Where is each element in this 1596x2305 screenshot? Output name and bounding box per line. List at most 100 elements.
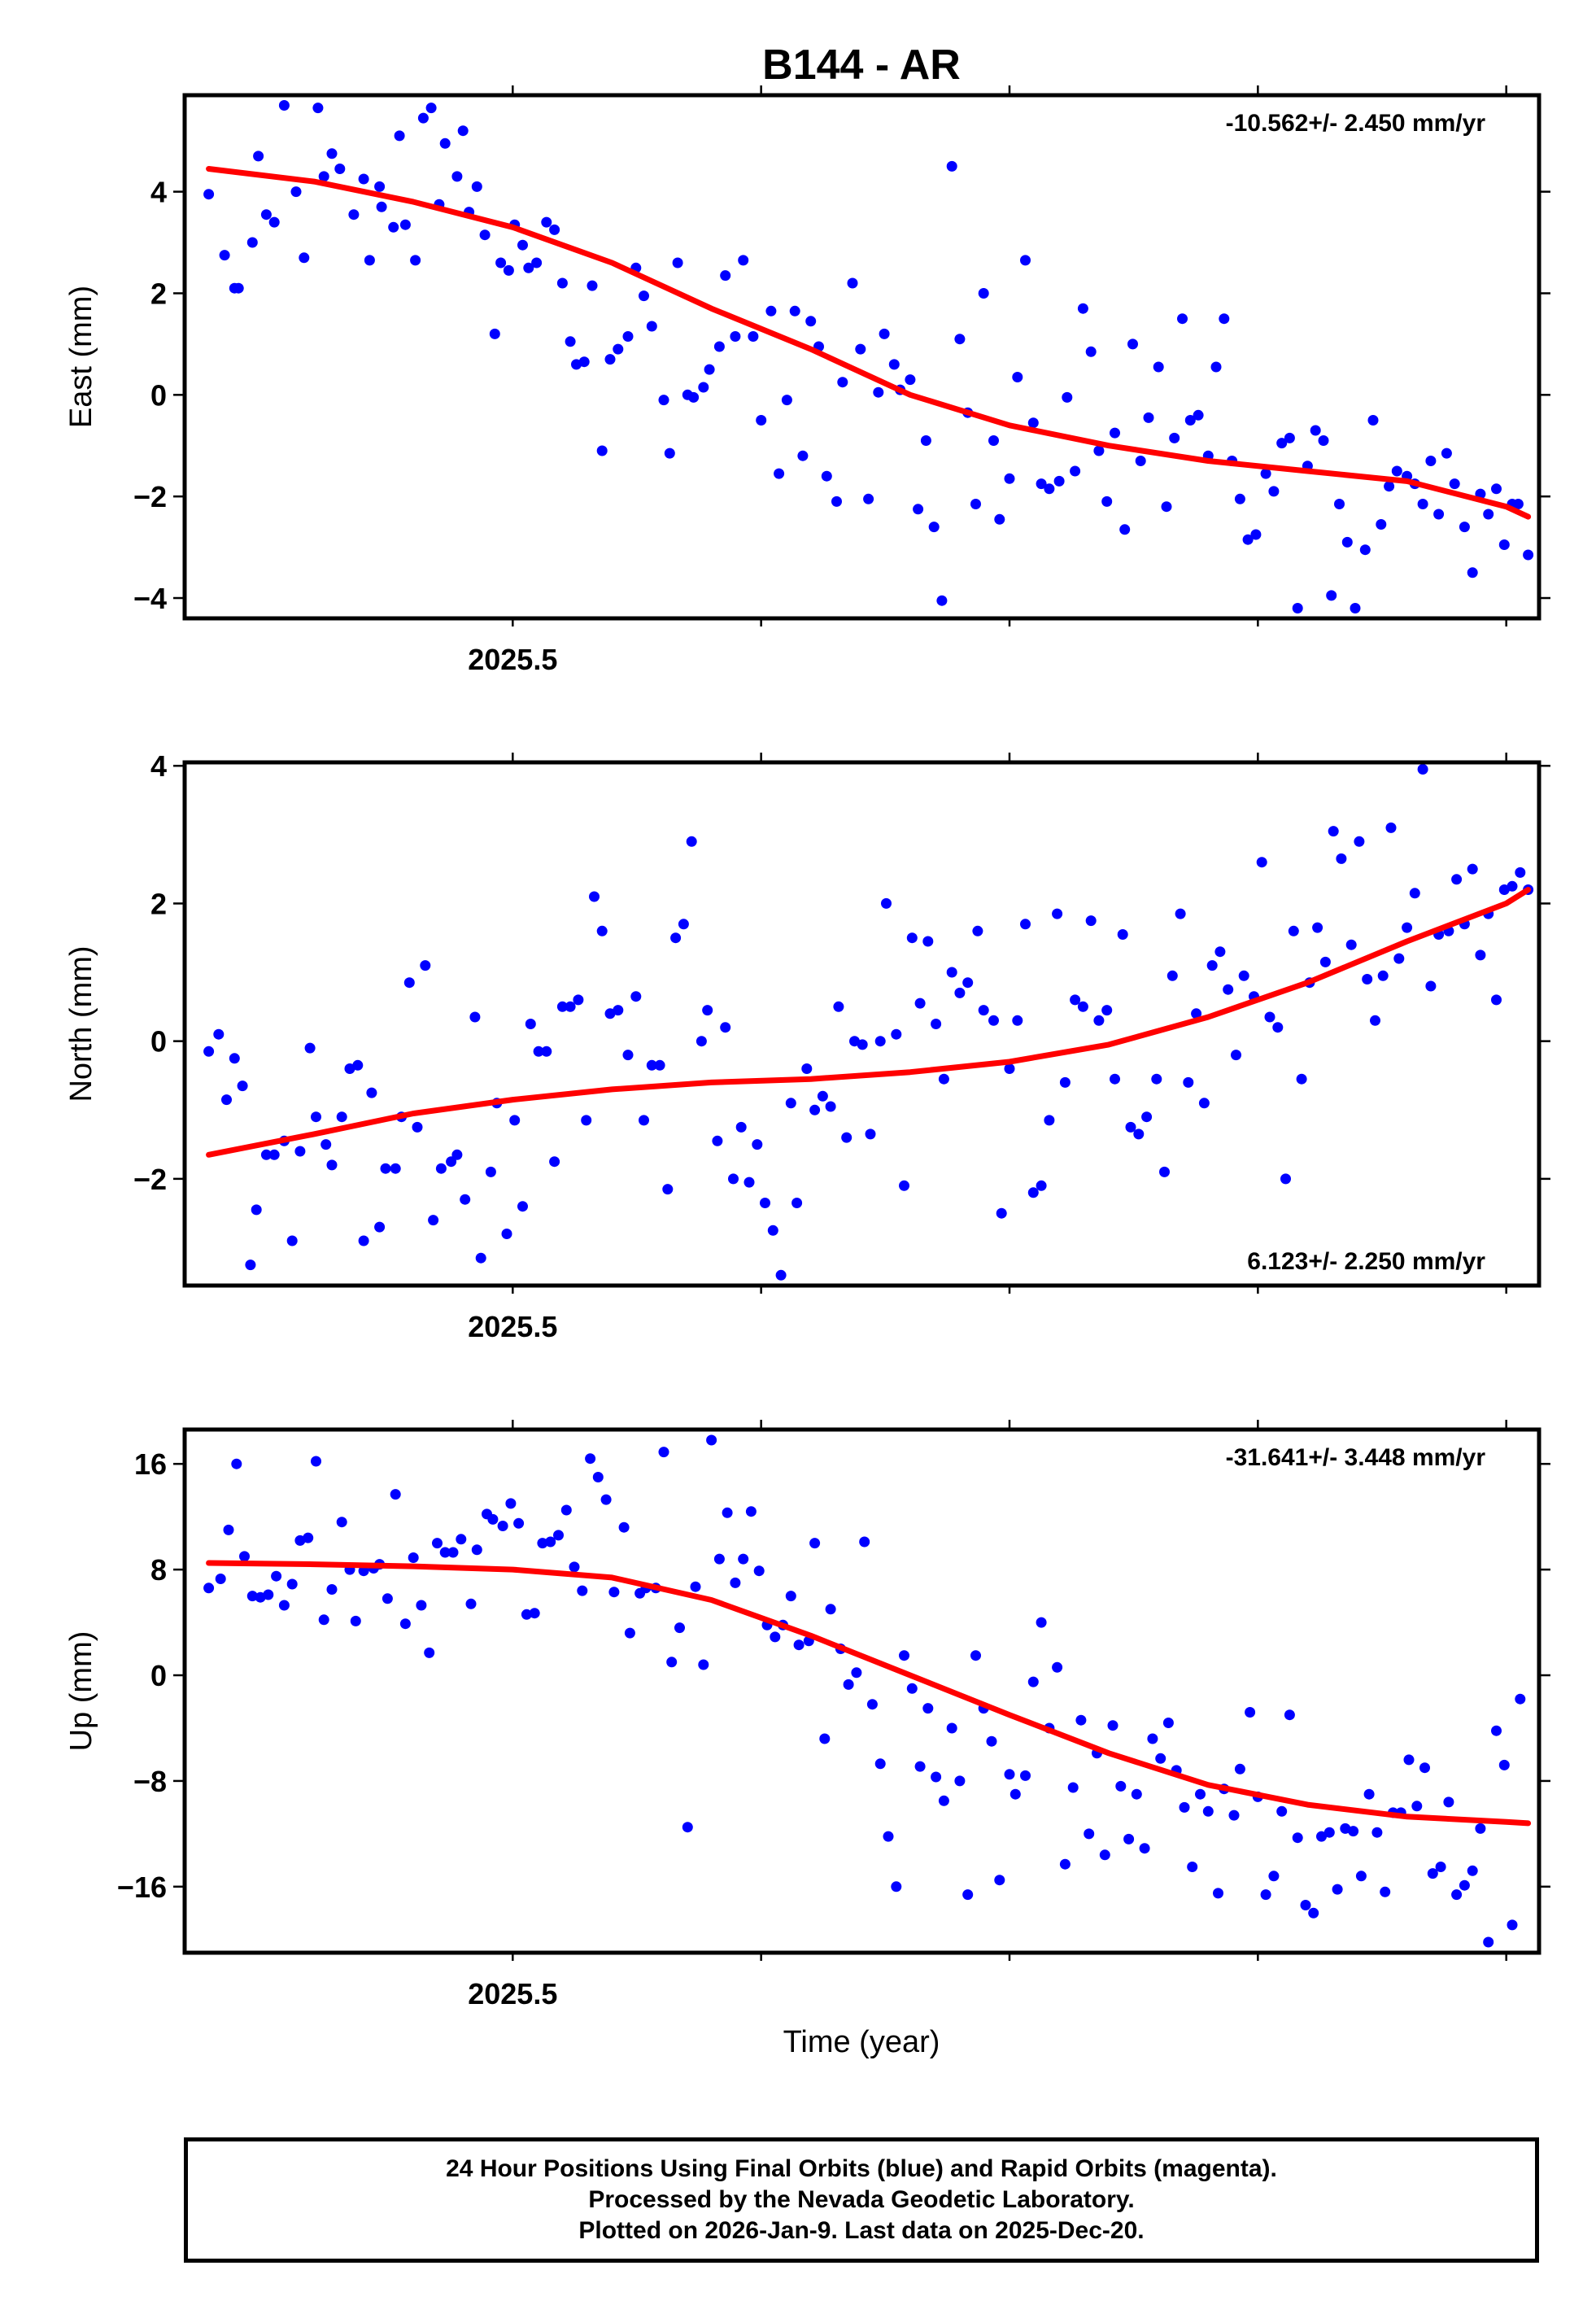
north-data-point <box>791 1198 803 1208</box>
up-data-point <box>785 1591 796 1602</box>
north-data-point <box>352 1059 364 1071</box>
north-data-point <box>1101 1005 1113 1016</box>
up-data-point <box>698 1659 709 1670</box>
east-data-point <box>1391 465 1402 477</box>
up-data-point <box>1332 1884 1343 1895</box>
up-data-point <box>1147 1733 1158 1744</box>
north-data-point <box>294 1146 306 1157</box>
north-data-point <box>1012 1015 1023 1026</box>
north-data-point <box>1451 874 1463 885</box>
north-data-point <box>245 1259 256 1271</box>
north-data-point <box>1393 953 1405 964</box>
up-data-point <box>1067 1782 1079 1793</box>
up-data-point <box>1411 1801 1423 1812</box>
up-data-point <box>1323 1827 1335 1838</box>
east-data-point <box>1020 255 1031 266</box>
north-data-point <box>304 1042 316 1054</box>
east-data-point <box>888 359 900 370</box>
east-data-point <box>646 321 657 332</box>
north-data-point <box>581 1115 592 1126</box>
up-data-point <box>1507 1919 1518 1931</box>
east-data-point <box>698 382 709 393</box>
east-panel: 2025.5 −4 −2 0 2 4 East (mm) -10.562+/- 2.450 m… <box>64 85 1550 676</box>
up-data-point <box>1052 1661 1063 1673</box>
up-data-point <box>793 1639 805 1651</box>
north-data-point <box>589 891 600 902</box>
north-data-point <box>833 1001 844 1012</box>
north-data-point <box>268 1149 280 1160</box>
up-data-point <box>682 1822 693 1833</box>
up-y-tick-label: −16 <box>117 1871 167 1904</box>
east-data-point <box>596 445 608 456</box>
north-data-point <box>485 1166 496 1177</box>
north-data-point <box>366 1087 377 1098</box>
north-data-point <box>720 1022 731 1033</box>
east-data-point <box>913 504 924 515</box>
east-data-point <box>1376 519 1387 530</box>
north-data-point <box>1370 1015 1380 1026</box>
east-data-point <box>1449 478 1460 490</box>
north-data-point <box>1133 1128 1145 1140</box>
north-data-point <box>670 932 682 944</box>
east-data-point <box>1184 415 1196 426</box>
east-data-point <box>268 216 280 228</box>
east-data-point <box>549 224 560 235</box>
up-data-point <box>922 1703 934 1714</box>
up-data-point <box>1155 1753 1166 1764</box>
north-panel: 2025.5 −2 0 2 4 North (mm) 6.123+/- 2.250 mm/y… <box>64 749 1550 1343</box>
north-data-point <box>1214 946 1226 958</box>
up-data-point <box>432 1538 443 1549</box>
up-data-point <box>608 1587 620 1598</box>
east-data-point <box>489 328 500 339</box>
up-data-point <box>1123 1833 1135 1844</box>
north-data-point <box>446 1156 457 1168</box>
east-data-point <box>1250 529 1262 540</box>
up-data-point <box>674 1622 685 1634</box>
north-data-point <box>1280 1173 1291 1185</box>
east-data-point <box>1110 427 1120 439</box>
north-data-point <box>1183 1076 1194 1088</box>
up-data-point <box>1131 1788 1142 1800</box>
east-data-point <box>730 331 741 342</box>
up-data-point <box>1009 1788 1021 1800</box>
up-data-point <box>424 1647 435 1658</box>
north-data-point <box>565 1001 576 1012</box>
north-data-point <box>1467 863 1478 875</box>
north-data-point <box>1354 836 1365 847</box>
east-data-point <box>1459 522 1470 533</box>
up-data-point <box>1419 1762 1430 1774</box>
north-data-point <box>311 1111 321 1123</box>
east-data-point <box>1359 544 1371 556</box>
up-panel: 2025.5 −16 −8 0 8 16 Up (mm) -31.641+/- 3.448 m… <box>64 1420 1550 2010</box>
east-data-point <box>531 257 543 268</box>
north-data-point <box>390 1163 401 1174</box>
east-data-point <box>756 415 767 426</box>
up-data-point <box>513 1517 525 1529</box>
east-data-point <box>578 356 590 368</box>
east-data-point <box>658 395 669 406</box>
up-data-point <box>859 1536 870 1548</box>
east-data-point <box>1467 567 1478 578</box>
north-data-point <box>654 1059 665 1071</box>
east-data-point <box>738 255 749 266</box>
up-data-point <box>1020 1770 1031 1781</box>
up-data-point <box>545 1536 556 1548</box>
up-data-point <box>843 1679 854 1690</box>
north-data-point <box>251 1204 262 1216</box>
north-data-point <box>1027 1187 1039 1198</box>
north-data-point <box>556 1001 568 1012</box>
east-data-point <box>1193 409 1204 421</box>
north-data-point <box>604 1008 616 1019</box>
east-data-point <box>1044 483 1055 495</box>
east-data-point <box>374 181 386 192</box>
up-data-point <box>931 1771 942 1783</box>
up-data-point <box>1115 1780 1127 1792</box>
north-data-point <box>696 1036 707 1047</box>
east-data-point <box>326 148 338 159</box>
up-data-point <box>1443 1796 1454 1808</box>
up-data-point <box>738 1553 749 1565</box>
up-data-point <box>465 1598 477 1609</box>
north-data-point <box>549 1156 560 1168</box>
east-data-point <box>1077 303 1088 314</box>
up-data-point <box>883 1831 894 1842</box>
